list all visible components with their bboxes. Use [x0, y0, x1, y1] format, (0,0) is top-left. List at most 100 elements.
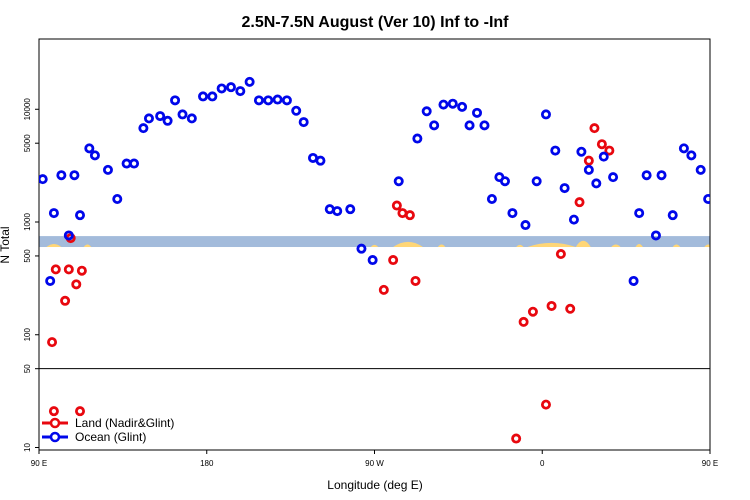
legend-marker-ocean — [49, 431, 61, 443]
ocean-point — [216, 83, 227, 94]
land-point — [511, 433, 522, 444]
land-point — [47, 337, 58, 348]
ocean-point — [703, 193, 710, 204]
ocean-point — [39, 174, 48, 185]
land-point — [50, 264, 61, 275]
axes-ticks: 90 E 180 90 W 0 90 E 10 50 100 500 1000 5000 10000 — [23, 98, 718, 468]
ocean-point — [89, 150, 100, 161]
ocean-point — [112, 193, 123, 204]
ocean-point — [225, 82, 236, 93]
ocean-point — [315, 155, 326, 166]
y-tick-label: 10000 — [23, 98, 32, 121]
ocean-point — [499, 176, 510, 187]
ocean-band — [39, 236, 710, 248]
legend-item-ocean: Ocean (Glint) — [42, 430, 146, 444]
land-point — [404, 210, 415, 221]
land-point — [596, 139, 607, 150]
ocean-point — [207, 91, 218, 102]
ocean-point — [464, 120, 475, 131]
land-point — [734, 266, 741, 273]
land-point — [518, 316, 529, 327]
ocean-point — [69, 170, 80, 181]
ocean-point — [479, 120, 490, 131]
land-point — [48, 406, 59, 417]
ocean-point — [540, 109, 551, 120]
ocean-point — [345, 204, 356, 215]
ocean-point — [129, 158, 140, 169]
y-tick-label: 50 — [23, 364, 32, 373]
land-blob — [635, 244, 643, 248]
ocean-point — [667, 210, 678, 221]
y-axis-label: N Total — [0, 226, 12, 263]
legend-marker-land — [49, 417, 61, 429]
ocean-point — [84, 143, 95, 154]
ocean-point — [56, 170, 67, 181]
ocean-point — [367, 255, 378, 266]
ocean-point — [429, 120, 440, 131]
land-point — [378, 284, 389, 295]
y-tick-label: 100 — [23, 328, 32, 342]
ocean-point — [583, 164, 594, 175]
land-point — [736, 234, 743, 241]
ocean-point — [531, 176, 542, 187]
chart-title: 2.5N-7.5N August (Ver 10) Inf to -Inf — [242, 14, 510, 31]
x-tick-label: 90 E — [702, 459, 718, 468]
land-point — [540, 399, 551, 410]
land-point — [574, 197, 585, 208]
land-point — [583, 155, 594, 166]
ocean-point — [731, 125, 738, 132]
land-point — [71, 279, 82, 290]
ocean-point — [457, 101, 468, 112]
ocean-point — [559, 183, 570, 194]
ocean-point — [253, 95, 264, 106]
ocean-point — [650, 230, 661, 241]
ocean-point — [723, 160, 730, 167]
land-blob — [46, 244, 62, 248]
plot-frame — [38, 38, 711, 451]
ocean-point — [102, 164, 113, 175]
land-point — [604, 145, 615, 156]
land-point — [742, 408, 749, 415]
land-point — [716, 408, 723, 415]
ocean-point — [48, 208, 59, 219]
legend-label-land: Land (Nadir&Glint) — [75, 416, 174, 430]
ocean-point — [576, 146, 587, 157]
y-tick-label: 10 — [23, 442, 32, 451]
land-point — [410, 275, 421, 286]
land-point — [589, 123, 600, 134]
ocean-point — [598, 151, 609, 162]
data-points — [39, 76, 749, 444]
ocean-point — [686, 150, 697, 161]
land-blob — [611, 244, 621, 248]
ocean-point — [695, 164, 706, 175]
ocean-point — [447, 98, 458, 109]
ocean-point — [608, 172, 619, 183]
ocean-point — [656, 170, 667, 181]
ocean-point — [641, 170, 652, 181]
land-blob — [516, 244, 524, 248]
ocean-point — [162, 115, 173, 126]
ocean-point — [393, 176, 404, 187]
y-tick-label: 5000 — [23, 134, 32, 152]
land-blob — [672, 244, 681, 248]
legend-item-land: Land (Nadir&Glint) — [42, 416, 174, 430]
land-point — [727, 297, 734, 304]
land-blob — [704, 244, 710, 248]
y-tick-label: 500 — [23, 249, 32, 263]
land-blob — [393, 241, 423, 248]
land-point — [75, 406, 86, 417]
ocean-point — [568, 214, 579, 225]
ocean-point — [634, 208, 645, 219]
ocean-point — [75, 210, 86, 221]
ocean-point — [272, 94, 283, 105]
land-point — [76, 265, 87, 276]
ocean-point — [186, 113, 197, 124]
ocean-point — [332, 206, 343, 217]
x-axis-label: Longitude (deg E) — [327, 478, 422, 492]
land-point — [391, 200, 402, 211]
ocean-point — [412, 133, 423, 144]
land-point — [546, 300, 557, 311]
ocean-point — [263, 95, 274, 106]
land-series — [47, 123, 749, 444]
